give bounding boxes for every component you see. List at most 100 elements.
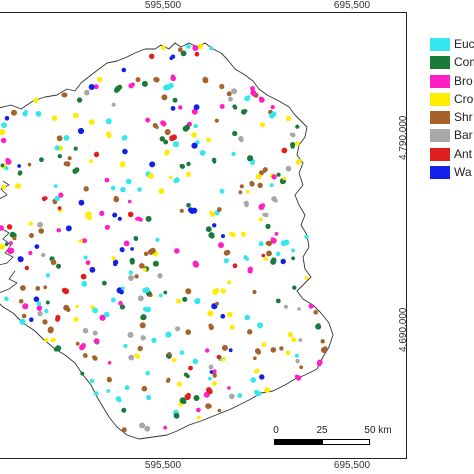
sample-point bbox=[219, 188, 225, 194]
sample-point bbox=[123, 343, 128, 349]
sample-point bbox=[191, 142, 198, 149]
sample-point bbox=[161, 94, 168, 101]
sample-point bbox=[12, 236, 17, 241]
legend-item-com: Com bbox=[428, 54, 474, 72]
sample-point bbox=[62, 92, 68, 98]
sample-point bbox=[152, 260, 159, 267]
sample-point bbox=[121, 407, 127, 413]
sample-point bbox=[240, 231, 246, 237]
sample-point bbox=[7, 247, 14, 255]
legend-label: Com bbox=[454, 55, 474, 70]
sample-point bbox=[166, 378, 170, 383]
sample-point bbox=[274, 232, 279, 236]
sample-point bbox=[257, 322, 264, 329]
sample-point bbox=[221, 357, 226, 362]
sample-point bbox=[315, 323, 322, 330]
sample-point bbox=[193, 104, 200, 111]
sample-point bbox=[228, 96, 233, 102]
sample-point bbox=[84, 89, 90, 96]
sample-point bbox=[135, 217, 139, 221]
sample-point bbox=[1, 122, 7, 129]
sample-point bbox=[83, 186, 89, 192]
sample-point bbox=[57, 206, 62, 211]
sample-point bbox=[254, 368, 260, 374]
sample-point bbox=[317, 359, 323, 366]
sample-point bbox=[33, 296, 40, 303]
sample-point bbox=[169, 135, 176, 142]
sample-point bbox=[179, 350, 185, 355]
sample-point bbox=[249, 180, 254, 186]
sample-point bbox=[17, 164, 21, 168]
sample-point bbox=[218, 242, 224, 249]
sample-point bbox=[105, 118, 112, 125]
sample-point bbox=[88, 119, 95, 125]
sample-point bbox=[121, 286, 125, 291]
sample-point bbox=[212, 381, 217, 386]
sample-point bbox=[216, 207, 222, 212]
sample-point bbox=[28, 250, 33, 256]
sample-point bbox=[106, 131, 111, 136]
legend-label: Bro bbox=[454, 73, 473, 88]
sample-point bbox=[145, 117, 151, 123]
sample-point bbox=[80, 343, 86, 349]
sample-point bbox=[127, 199, 132, 204]
sample-point bbox=[37, 221, 43, 228]
sample-point bbox=[219, 83, 225, 90]
sample-point bbox=[260, 122, 266, 128]
sample-point bbox=[223, 250, 230, 256]
sample-point bbox=[295, 358, 300, 364]
sample-point bbox=[110, 185, 116, 191]
legend-item-shr: Shr bbox=[428, 109, 474, 127]
sample-point bbox=[127, 331, 134, 338]
sample-point bbox=[255, 390, 261, 397]
sample-point bbox=[79, 130, 83, 134]
sample-point bbox=[130, 247, 134, 251]
sample-point bbox=[285, 116, 291, 122]
sample-point bbox=[186, 374, 190, 379]
sample-point bbox=[93, 84, 99, 90]
sample-point bbox=[174, 248, 180, 254]
sample-point bbox=[214, 288, 220, 293]
sample-point bbox=[113, 262, 118, 267]
sample-point bbox=[308, 303, 314, 309]
sample-point bbox=[180, 50, 187, 57]
sample-point bbox=[47, 326, 54, 333]
sample-point bbox=[265, 223, 271, 229]
sample-point bbox=[228, 348, 233, 353]
sample-point bbox=[117, 216, 122, 221]
sample-point bbox=[82, 327, 89, 334]
sample-point bbox=[266, 250, 272, 257]
sample-point bbox=[190, 208, 195, 213]
sample-point bbox=[164, 151, 169, 156]
scale-label-50: 50 km bbox=[364, 425, 392, 436]
sample-point bbox=[111, 102, 116, 107]
sample-point bbox=[93, 338, 100, 344]
sample-point bbox=[243, 255, 248, 260]
sample-point bbox=[124, 241, 129, 246]
sample-point bbox=[29, 233, 34, 238]
sample-point bbox=[258, 96, 264, 101]
sample-point bbox=[149, 53, 155, 59]
sample-point bbox=[147, 173, 154, 179]
sample-point bbox=[165, 331, 172, 338]
sample-point bbox=[111, 256, 116, 261]
sample-point bbox=[313, 310, 319, 315]
sample-point bbox=[133, 236, 139, 241]
sample-point bbox=[89, 159, 94, 164]
sample-point bbox=[208, 376, 212, 381]
map-panel bbox=[0, 12, 407, 459]
map-canvas bbox=[0, 42, 334, 440]
sample-point bbox=[291, 337, 297, 343]
sample-point bbox=[247, 329, 253, 335]
sample-point bbox=[45, 273, 51, 278]
sample-point bbox=[51, 115, 58, 121]
sample-point bbox=[39, 157, 44, 163]
sample-point bbox=[179, 164, 184, 168]
sample-point bbox=[94, 391, 99, 396]
sample-point bbox=[75, 341, 80, 346]
legend: Euc Com Bro Cro Shr Bar Ant Wa bbox=[428, 36, 474, 182]
sample-point bbox=[21, 313, 27, 319]
sample-point bbox=[250, 89, 257, 96]
sample-point bbox=[208, 364, 214, 370]
sample-point bbox=[104, 311, 110, 318]
